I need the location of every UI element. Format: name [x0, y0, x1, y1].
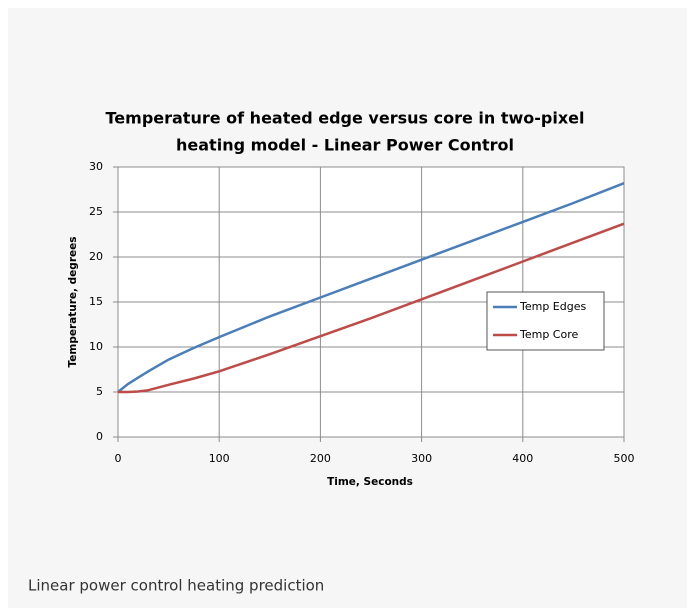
caption: Linear power control heating prediction [28, 577, 324, 595]
y-tick-label: 5 [96, 385, 103, 398]
x-axis-label: Time, Seconds [327, 476, 413, 488]
plot-border [117, 166, 625, 438]
x-tick-label: 300 [411, 452, 432, 465]
legend-box [486, 291, 605, 351]
x-tick-label: 0 [115, 452, 122, 465]
chart-title: Temperature of heated edge versus core i… [106, 109, 585, 128]
legend-label: Temp Core [519, 328, 579, 341]
x-tick-label: 100 [209, 452, 230, 465]
data-line [118, 222, 625, 394]
x-tick-label: 200 [310, 452, 331, 465]
y-tick-label: 30 [89, 160, 103, 173]
y-axis-label: Temperature, degrees [67, 237, 79, 368]
y-tick-label: 10 [89, 340, 103, 353]
y-tick-label: 0 [96, 430, 103, 443]
legend-label: Temp Edges [519, 300, 586, 313]
y-tick-label: 25 [89, 205, 103, 218]
y-tick-label: 15 [89, 295, 103, 308]
x-tick-label: 500 [614, 452, 635, 465]
y-tick-label: 20 [89, 250, 103, 263]
x-tick-label: 400 [512, 452, 533, 465]
chart-title: heating model - Linear Power Control [176, 136, 514, 155]
data-line [117, 182, 625, 393]
